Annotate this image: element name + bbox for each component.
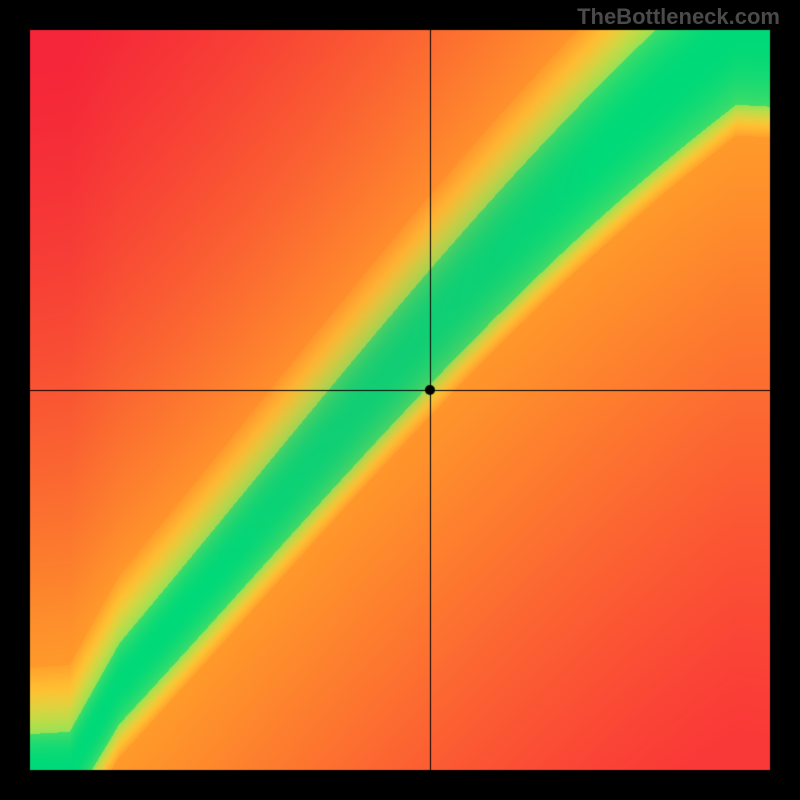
heatmap-canvas [0, 0, 800, 800]
watermark-text: TheBottleneck.com [577, 4, 780, 30]
chart-container: TheBottleneck.com [0, 0, 800, 800]
